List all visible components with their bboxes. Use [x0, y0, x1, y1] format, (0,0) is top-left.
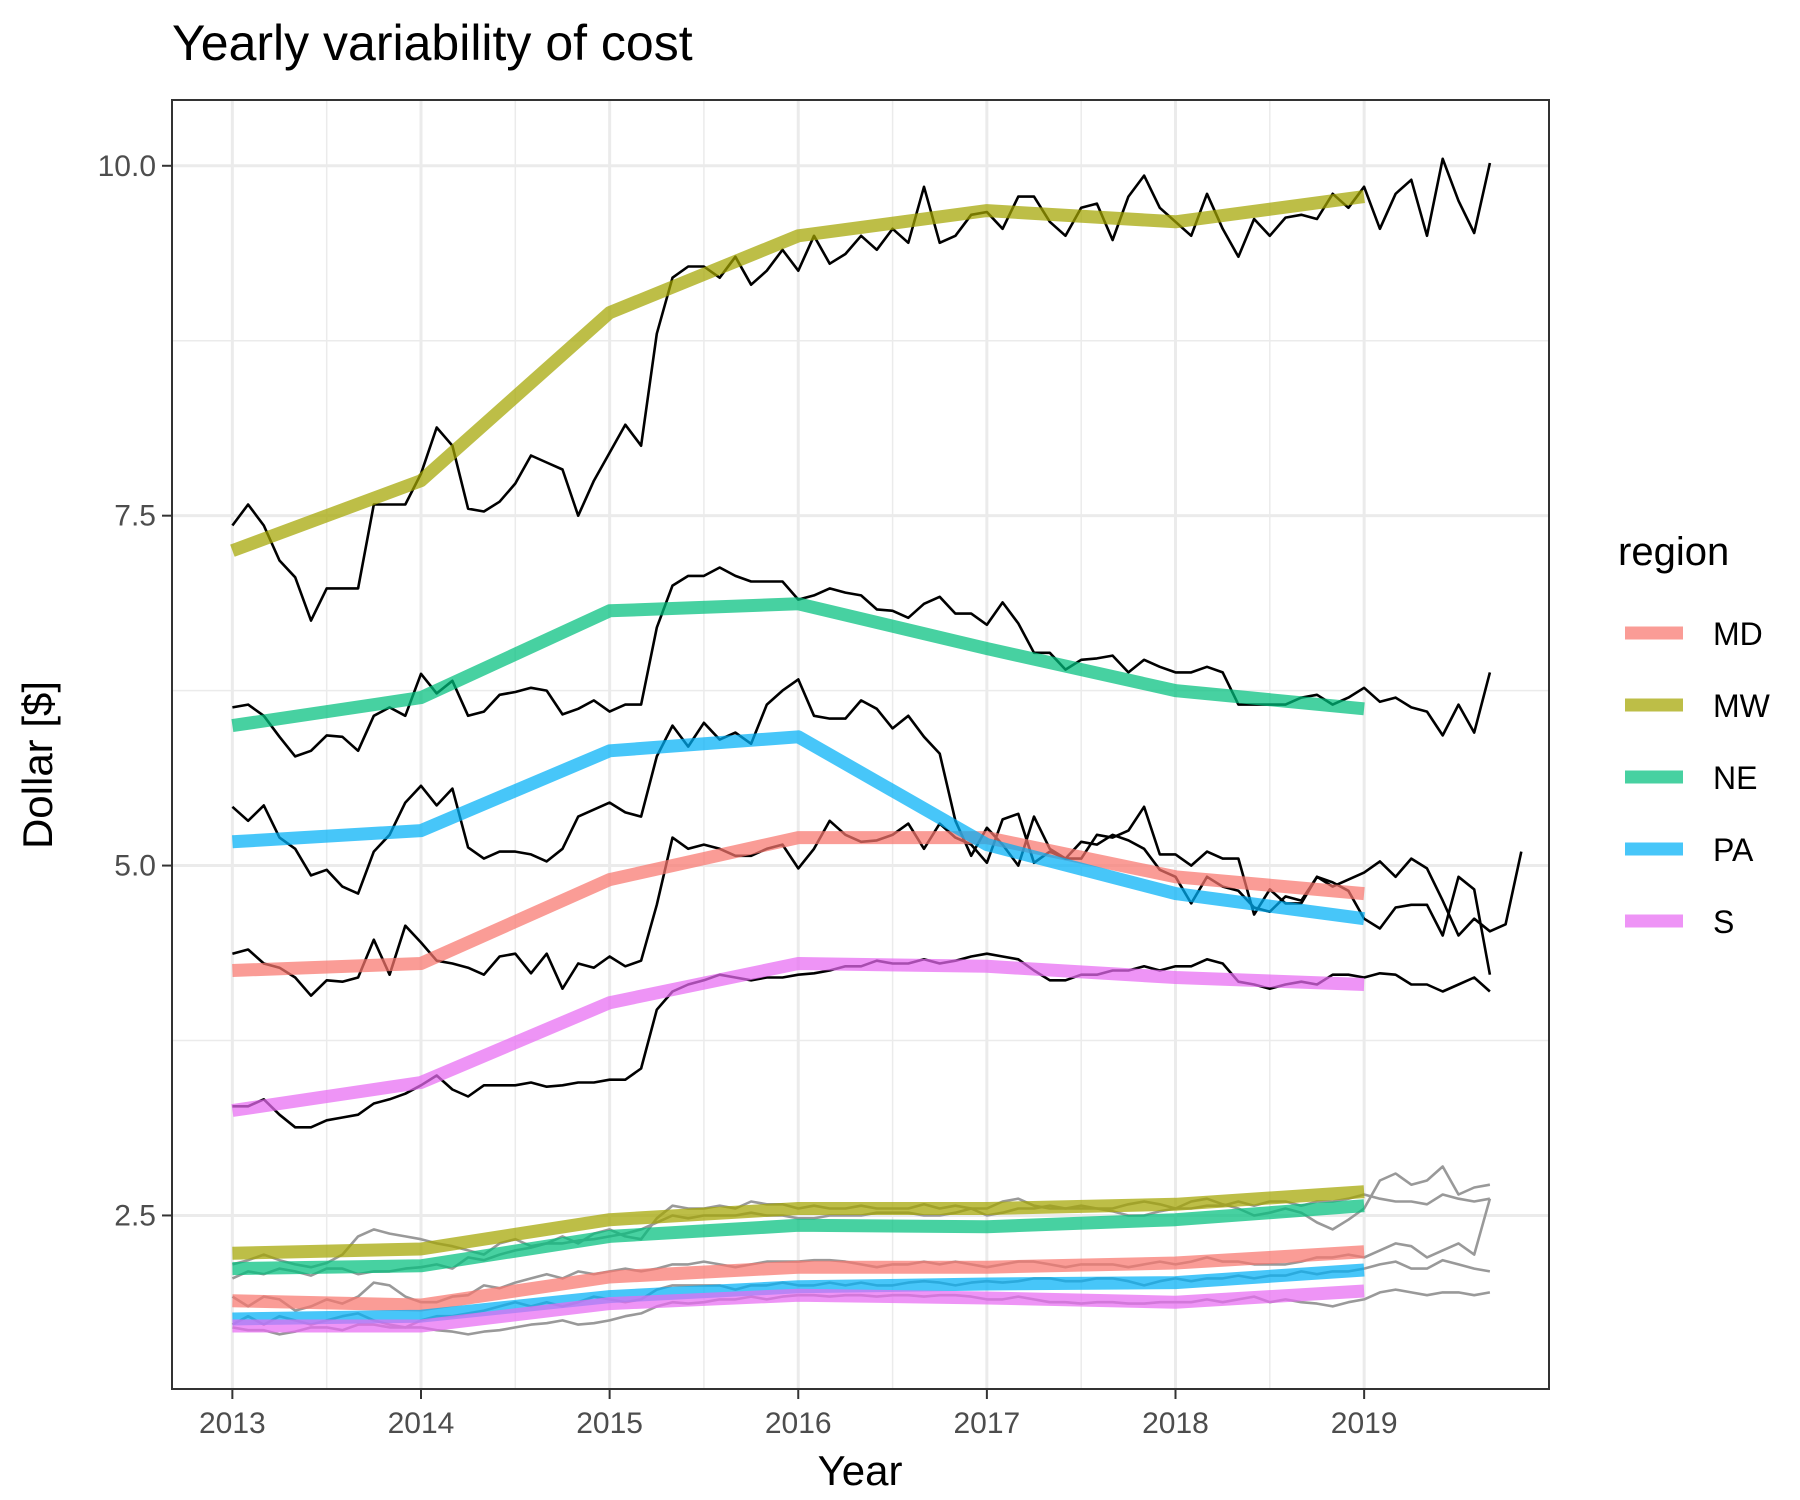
series-line-ne: [232, 1199, 1365, 1276]
series-line-pa: [232, 730, 1365, 926]
series-line-md: [232, 1245, 1365, 1312]
series-line-mw: [230, 190, 1365, 557]
chart-title: Yearly variability of cost: [172, 15, 693, 71]
legend-label-mw: MW: [1713, 688, 1771, 724]
monthly-cost-line: [231, 157, 1492, 622]
legend-label-ne: NE: [1713, 760, 1757, 796]
series-line-ne: [231, 597, 1365, 733]
legend-label-md: MD: [1713, 616, 1763, 652]
series-line-md: [232, 831, 1365, 977]
y-tick-label: 7.5: [114, 500, 156, 533]
series-line-s: [231, 957, 1365, 1117]
series-line-s: [232, 1284, 1365, 1333]
trend-lines: [230, 190, 1365, 1333]
x-tick-label: 2014: [388, 1407, 455, 1440]
monthly-cost-line: [231, 678, 1492, 975]
x-tick-label: 2015: [576, 1407, 643, 1440]
legend-label-pa: PA: [1713, 832, 1754, 868]
y-axis: 2.5 5.0 7.5 10.0: [98, 150, 172, 1232]
series-line-pa: [232, 1263, 1365, 1326]
series-line-mw: [232, 1185, 1365, 1260]
x-axis-title: Year: [818, 1447, 903, 1494]
legend: region MD MW NE PA S: [1618, 530, 1771, 940]
plot-panel: [172, 100, 1549, 1389]
y-tick-label: 10.0: [98, 150, 156, 183]
y-axis-title: Dollar [$]: [14, 681, 61, 849]
legend-title: region: [1618, 530, 1729, 574]
x-tick-label: 2016: [765, 1407, 832, 1440]
x-tick-label: 2013: [199, 1407, 266, 1440]
legend-label-s: S: [1713, 904, 1734, 940]
x-tick-label: 2017: [954, 1407, 1021, 1440]
x-tick-label: 2018: [1142, 1407, 1209, 1440]
panel-border: [171, 99, 1550, 1390]
y-tick-label: 2.5: [114, 1199, 156, 1232]
x-axis: 2013 2014 2015 2016 2017 2018 2019: [199, 1389, 1398, 1440]
x-tick-label: 2019: [1331, 1407, 1398, 1440]
y-tick-label: 5.0: [114, 850, 156, 883]
